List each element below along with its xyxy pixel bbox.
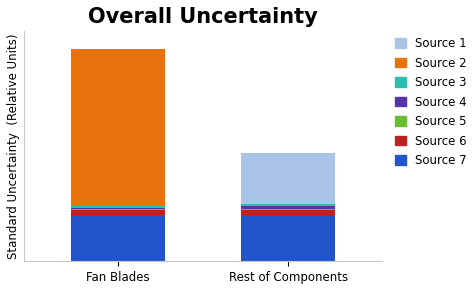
Legend: Source 1, Source 2, Source 3, Source 4, Source 5, Source 6, Source 7: Source 1, Source 2, Source 3, Source 4, …: [395, 37, 467, 167]
Bar: [71, 210, 165, 215]
Bar: [241, 204, 335, 206]
Bar: [71, 209, 165, 210]
Y-axis label: Standard Uncertainty  (Relative Units): Standard Uncertainty (Relative Units): [7, 33, 20, 259]
Bar: [71, 206, 165, 208]
Bar: [71, 208, 165, 209]
Bar: [241, 152, 335, 204]
Bar: [241, 209, 335, 210]
Bar: [71, 215, 165, 261]
Bar: [241, 210, 335, 215]
Bar: [241, 215, 335, 261]
Bar: [71, 49, 165, 206]
Title: Overall Uncertainty: Overall Uncertainty: [88, 7, 318, 27]
Bar: [241, 206, 335, 209]
